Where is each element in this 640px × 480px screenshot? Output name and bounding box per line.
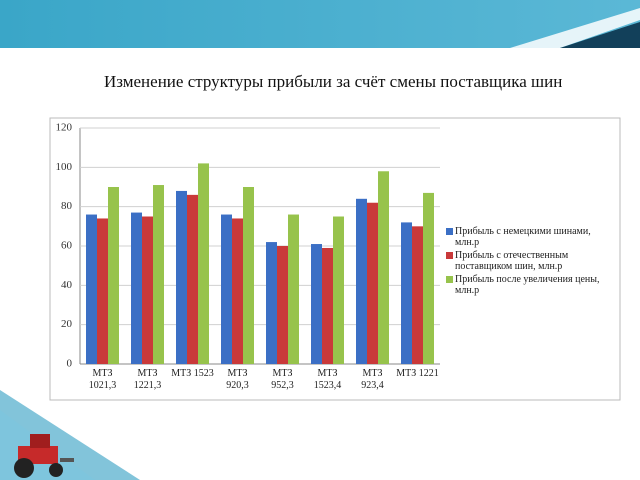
bar — [131, 212, 142, 364]
legend-label: Прибыль с отечественным поставщиком шин,… — [455, 250, 569, 272]
bar — [333, 216, 344, 364]
bar — [266, 242, 277, 364]
tractor-icon — [14, 434, 74, 478]
bar — [142, 216, 153, 364]
x-tick-label: МТЗ 923,4 — [361, 368, 384, 391]
bar — [97, 218, 108, 364]
header-band — [0, 0, 640, 48]
bar — [378, 171, 389, 364]
x-tick-label: МТЗ 1221,3 — [133, 368, 162, 391]
legend-swatch — [446, 228, 453, 235]
bar — [356, 198, 367, 364]
header-stripe — [510, 8, 640, 48]
legend-label: Прибыль с немецкими шинами, млн.р — [455, 226, 591, 248]
bar — [221, 214, 232, 364]
bar — [232, 218, 243, 364]
legend-entry: Прибыль с немецкими шинами, млн.р — [446, 226, 612, 248]
x-tick-label: МТЗ 952,3 — [271, 368, 294, 391]
bar — [367, 202, 378, 364]
bar — [86, 214, 97, 364]
x-tick-label: МТЗ 1221 — [396, 368, 439, 379]
bar — [153, 185, 164, 364]
legend-entry: Прибыль после увеличения цены, млн.р — [446, 274, 612, 296]
bar — [176, 190, 187, 364]
y-tick-label: 20 — [61, 318, 73, 330]
legend-entry: Прибыль с отечественным поставщиком шин,… — [446, 250, 612, 272]
bar — [412, 226, 423, 364]
bar — [423, 192, 434, 364]
x-tick-label: МТЗ 1523 — [171, 368, 214, 379]
legend-swatch — [446, 276, 453, 283]
bar — [288, 214, 299, 364]
y-tick-label: 100 — [56, 161, 73, 173]
legend-swatch — [446, 252, 453, 259]
x-tick-label: МТЗ 920,3 — [226, 368, 249, 391]
chart-title: Изменение структуры прибыли за счёт смен… — [104, 72, 563, 91]
y-tick-label: 0 — [67, 358, 73, 370]
bar — [187, 194, 198, 364]
bar — [243, 187, 254, 364]
bar — [322, 247, 333, 364]
bar — [401, 222, 412, 364]
y-tick-label: 120 — [56, 122, 73, 134]
bar — [198, 163, 209, 364]
bar — [277, 246, 288, 364]
y-tick-label: 60 — [61, 240, 73, 252]
y-tick-label: 40 — [61, 279, 73, 291]
bar — [108, 187, 119, 364]
header-stripe — [560, 22, 640, 48]
legend-label: Прибыль после увеличения цены, млн.р — [455, 274, 600, 296]
x-tick-label: МТЗ 1523,4 — [313, 368, 342, 391]
bar — [311, 244, 322, 364]
x-tick-label: МТЗ 1021,3 — [88, 368, 117, 391]
y-tick-label: 80 — [61, 200, 73, 212]
